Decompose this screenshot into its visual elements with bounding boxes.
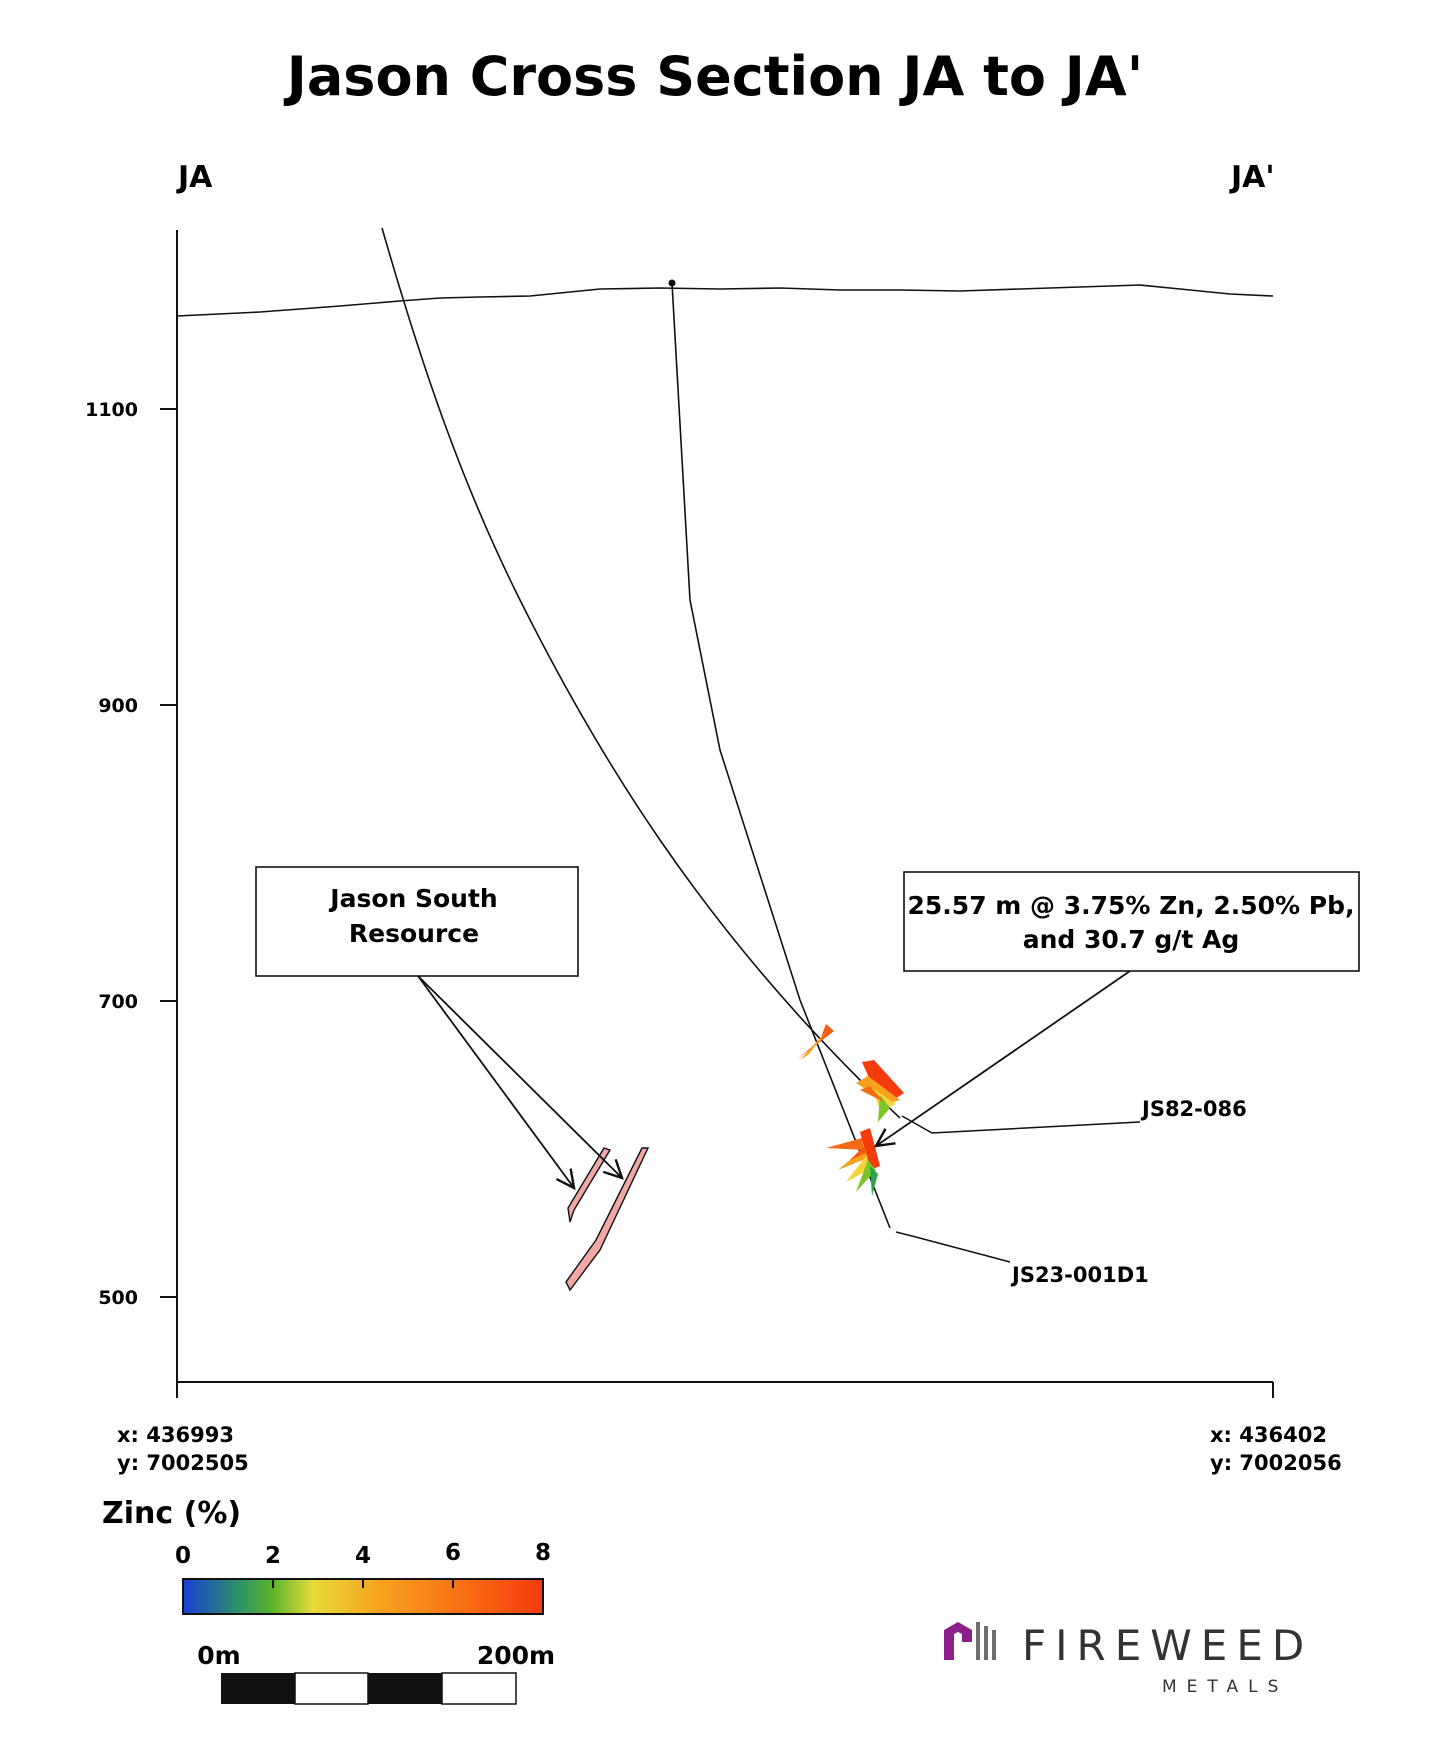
scale-segment-1 [221,1673,295,1704]
resource-arrow-1 [417,975,574,1188]
legend-title: Zinc (%) [102,1496,241,1531]
end-coord-x: x: 436402 [1210,1423,1327,1447]
legend-tick-8: 8 [535,1540,551,1566]
scale-segment-3 [368,1673,442,1704]
legend-tick-0: 0 [175,1543,191,1569]
assay-upper [796,1024,834,1060]
legend-tick-4: 4 [355,1543,371,1569]
logo-name: FIREWEED [1022,1621,1313,1670]
scale-segment-2 [294,1672,369,1705]
zinc-assay-intervals [796,1024,904,1196]
leader-js23-001d1 [895,1231,1011,1263]
assay-middle-fan-4 [860,1086,884,1102]
topography-surface [176,284,1274,317]
assay-middle-fan-1 [856,1076,900,1104]
assay-middle-main [862,1060,904,1101]
intercept-callout-line1: 25.57 m @ 3.75% Zn, 2.50% Pb, [908,891,1355,920]
intercept-arrow [876,970,1131,1146]
intercept-callout-line2: and 30.7 g/t Ag [1023,925,1240,954]
resource-callout-line1: Jason South [328,884,497,913]
fireweed-logo: FIREWEED METALS [944,1621,1313,1697]
y-tick-label-700: 700 [98,991,138,1013]
intercept-callout: 25.57 m @ 3.75% Zn, 2.50% Pb, and 30.7 g… [876,871,1360,1146]
start-coord-x: x: 436993 [117,1423,234,1447]
zinc-legend: Zinc (%) 0 2 4 6 8 [102,1496,551,1615]
scale-segment-4 [441,1672,517,1705]
drill-trace-js82-086 [381,227,901,1119]
assay-upper-2 [800,1030,828,1060]
scale-bar: 0m 200m [197,1641,555,1705]
y-tick-label-1100: 1100 [85,399,138,421]
axes: 1100 900 700 500 [85,230,1274,1398]
legend-tick-2: 2 [265,1543,281,1569]
resource-arrow-2 [417,975,622,1178]
label-js23-001d1: JS23-001D1 [1010,1263,1149,1287]
y-tick-label-900: 900 [98,695,138,717]
assay-lower-fan-5 [870,1166,878,1196]
logo-sub: METALS [1162,1677,1288,1697]
intercept-callout-box [903,871,1360,972]
resource-callout: Jason South Resource [255,866,622,1188]
assay-lower-fan-3 [846,1156,872,1182]
assay-lower-fan-6 [850,1146,868,1160]
scale-start-label: 0m [197,1641,240,1670]
assay-middle-fan-2 [872,1088,896,1110]
leader-js82-086 [901,1115,1141,1134]
label-js82-086: JS82-086 [1140,1097,1247,1121]
resource-lens-1 [567,1147,612,1223]
assay-lower-fan-1 [826,1138,864,1150]
assay-middle-fan-3 [878,1095,890,1122]
resource-callout-line2: Resource [349,919,479,948]
section-end-label: JA' [1229,160,1275,195]
resource-lens-2 [565,1147,650,1292]
drill-trace-js23-001d1 [671,282,891,1229]
resource-callout-box [255,866,579,977]
legend-tick-6: 6 [445,1540,461,1566]
scale-end-label: 200m [477,1641,555,1670]
y-tick-label-500: 500 [98,1287,138,1309]
section-start-label: JA [176,160,213,195]
fireweed-logo-mark [944,1622,996,1660]
assay-lower-main [860,1128,880,1170]
end-coord-y: y: 7002056 [1210,1451,1342,1475]
start-coord-y: y: 7002505 [117,1451,249,1475]
figure-title: Jason Cross Section JA to JA' [283,45,1143,108]
